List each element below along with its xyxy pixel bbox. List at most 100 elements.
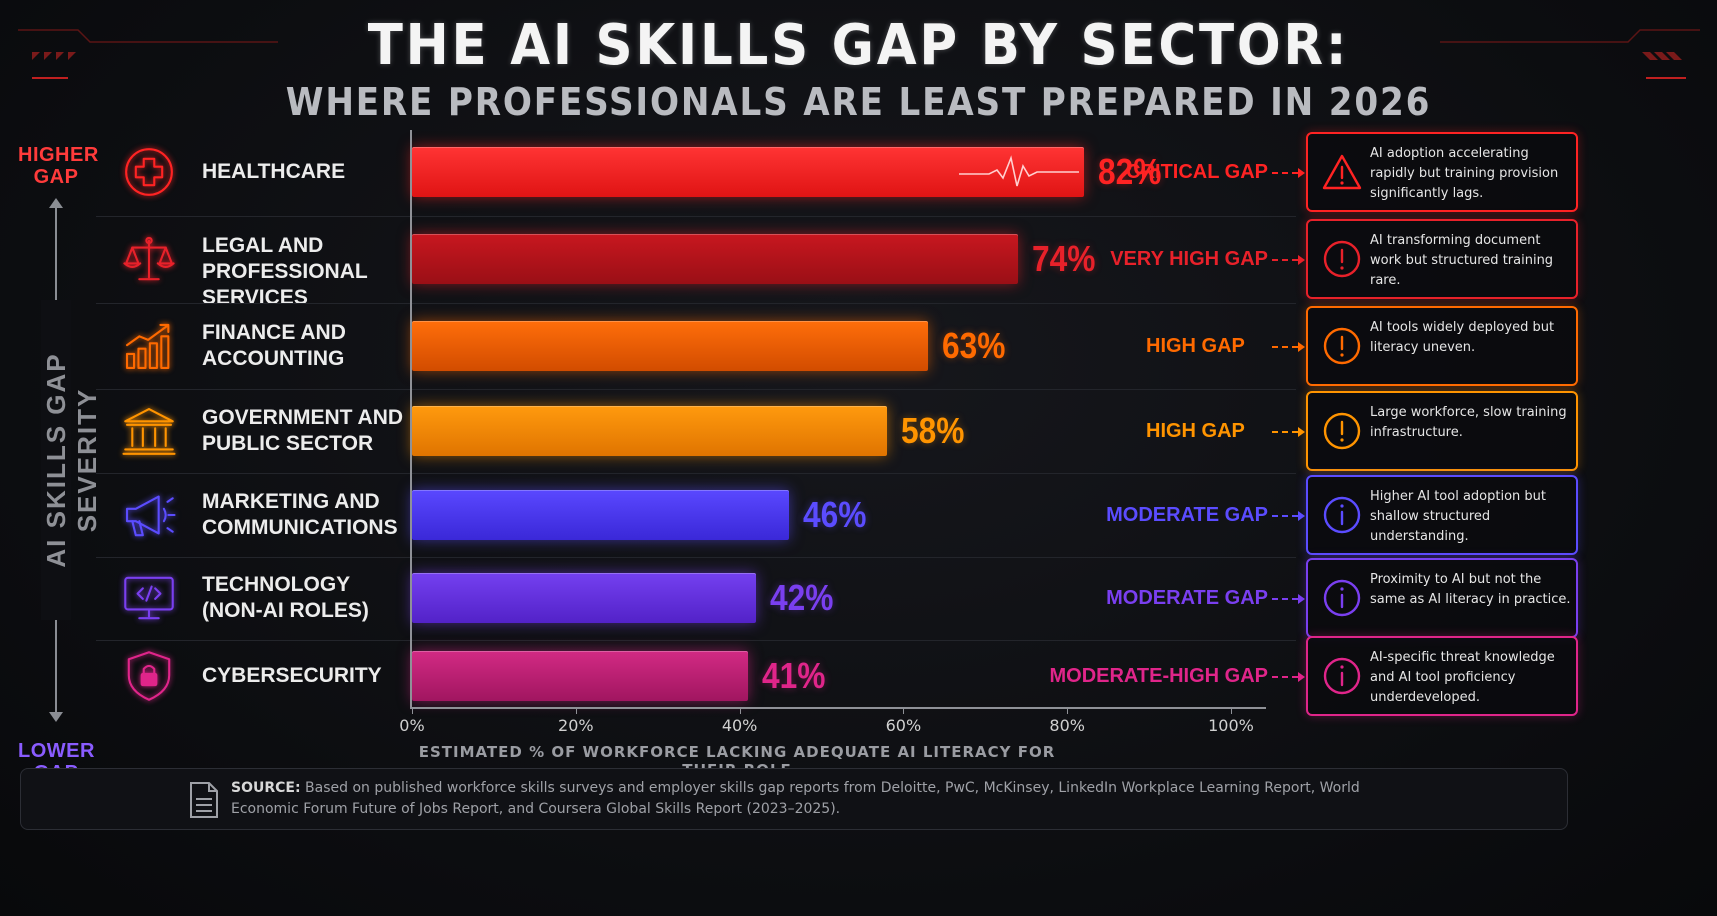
connector-line: [1272, 431, 1298, 433]
gap-severity-tag: HIGH GAP: [1146, 420, 1245, 442]
x-tick-label: 60%: [885, 716, 922, 735]
x-tick-mark: [575, 709, 577, 714]
x-tick-label: 20%: [558, 716, 594, 735]
government-building-icon: [122, 407, 176, 455]
shield-lock-icon: [127, 651, 171, 701]
info-circle-icon: [1323, 496, 1361, 534]
gap-severity-tag: CRITICAL GAP: [1126, 161, 1268, 183]
sector-label-line-2: ACCOUNTING: [202, 346, 345, 370]
sector-label: LEGAL AND PROFESSIONAL SERVICES: [202, 233, 422, 311]
connector-line: [1272, 676, 1298, 678]
y-axis-line: [410, 130, 412, 708]
note-callout: AI transforming document work but struct…: [1306, 219, 1578, 299]
connector-line: [1272, 515, 1298, 517]
x-tick-label: 80%: [1049, 716, 1085, 735]
bar-value-label: 41%: [761, 655, 826, 696]
sector-label: TECHNOLOGY (NON-AI ROLES): [202, 572, 422, 624]
note-text: AI tools widely deployed but literacy un…: [1370, 319, 1555, 355]
sector-label-line-1: MARKETING AND: [202, 490, 380, 513]
note-text: AI-specific threat knowledge and AI tool…: [1370, 650, 1555, 705]
sector-label-line-1: GOVERNMENT AND: [202, 406, 404, 429]
bar-value-label: 63%: [941, 324, 1006, 366]
note-text: Higher AI tool adoption but shallow stru…: [1370, 489, 1547, 544]
severity-axis-label: AI SKILLS GAP SEVERITY: [41, 300, 102, 620]
sector-label: GOVERNMENT AND PUBLIC SECTOR: [202, 405, 422, 457]
note-callout: Large workforce, slow training infrastru…: [1306, 391, 1578, 471]
bar-cybersecurity: [412, 651, 748, 701]
bar-value-label: 42%: [769, 577, 834, 618]
sector-label-line-2: PUBLIC SECTOR: [202, 432, 374, 455]
connector-arrow-icon: [1298, 427, 1305, 437]
growth-chart-icon: [125, 323, 170, 369]
connector-line: [1272, 172, 1298, 174]
connector-arrow-icon: [1298, 672, 1305, 682]
bar-value-label: 74%: [1032, 238, 1096, 279]
row-divider: [96, 473, 1296, 474]
row-divider: [96, 389, 1296, 390]
connector-arrow-icon: [1298, 168, 1305, 178]
bar-value-label: 58%: [901, 410, 965, 451]
row-divider: [96, 303, 1296, 304]
bar-value-label: 82%: [1097, 151, 1161, 192]
source-text: SOURCE: Based on published workforce ski…: [231, 778, 1371, 820]
x-tick-mark: [1067, 709, 1069, 714]
megaphone-icon: [125, 495, 176, 537]
arrow-up-icon: [49, 198, 63, 208]
x-tick-label: 0%: [399, 716, 425, 735]
scales-of-justice-icon: [123, 236, 175, 281]
gap-severity-tag: HIGH GAP: [1146, 334, 1245, 357]
bar-technology: [412, 573, 756, 623]
bar-healthcare: [412, 147, 1084, 197]
note-callout: Proximity to AI but not the same as AI l…: [1306, 558, 1578, 638]
note-text: AI adoption accelerating rapidly but tra…: [1370, 146, 1559, 201]
code-monitor-icon: [124, 576, 174, 620]
medical-cross-icon: [125, 148, 173, 196]
x-tick-mark: [412, 709, 413, 714]
source-body: Based on published workforce skills surv…: [231, 780, 1360, 817]
gap-severity-tag: MODERATE-HIGH GAP: [1049, 665, 1268, 687]
sector-label-line-1: TECHNOLOGY: [202, 573, 351, 596]
connector-arrow-icon: [1298, 255, 1305, 265]
header: THE AI SKILLS GAP BY SECTOR: WHERE PROFE…: [0, 13, 1717, 125]
gap-severity-tag: VERY HIGH GAP: [1110, 248, 1268, 270]
note-text: Large workforce, slow training infrastru…: [1370, 405, 1567, 440]
note-callout: AI tools widely deployed but literacy un…: [1306, 305, 1578, 386]
sector-label: CYBERSECURITY: [202, 663, 422, 689]
note-callout: AI adoption accelerating rapidly but tra…: [1306, 132, 1578, 212]
page-subtitle: WHERE PROFESSIONALS ARE LEAST PREPARED I…: [285, 80, 1432, 124]
note-callout: Higher AI tool adoption but shallow stru…: [1306, 475, 1578, 555]
sector-label-line-2: (NON-AI ROLES): [202, 599, 369, 622]
bar-government-and: [412, 406, 888, 456]
page-title: THE AI SKILLS GAP BY SECTOR:: [367, 13, 1350, 78]
sector-label-line-1: HEALTHCARE: [202, 160, 346, 183]
connector-line: [1272, 345, 1298, 348]
source-footer: SOURCE: Based on published workforce ski…: [20, 768, 1568, 830]
note-callout: AI-specific threat knowledge and AI tool…: [1306, 636, 1578, 716]
connector-arrow-icon: [1298, 594, 1305, 604]
note-text: AI transforming document work but struct…: [1370, 233, 1554, 288]
note-text: Proximity to AI but not the same as AI l…: [1370, 572, 1571, 607]
gap-severity-tag: MODERATE GAP: [1106, 504, 1268, 526]
exclamation-circle-icon: [1323, 412, 1361, 450]
connector-line: [1272, 598, 1298, 600]
info-circle-icon: [1323, 657, 1361, 695]
sector-label-line-2: COMMUNICATIONS: [202, 516, 398, 539]
sector-label-line-1: FINANCE AND: [202, 320, 346, 344]
corner-decoration-left: [18, 29, 278, 79]
bar-finance-and: [412, 320, 928, 371]
connector-arrow-icon: [1298, 341, 1305, 352]
sector-label-line-1: CYBERSECURITY: [202, 664, 382, 687]
x-tick-label: 100%: [1208, 716, 1254, 735]
heartbeat-line-icon: [958, 155, 1079, 187]
info-circle-icon: [1323, 579, 1361, 617]
bar-value-label: 46%: [802, 494, 867, 535]
exclamation-circle-icon: [1323, 240, 1361, 278]
bar-legal-and: [412, 234, 1019, 284]
row-divider: [96, 640, 1296, 641]
warning-triangle-icon: [1322, 154, 1362, 190]
document-icon: [190, 782, 218, 818]
higher-gap-label: HIGHER GAP: [18, 144, 99, 188]
x-tick-label: 40%: [721, 716, 758, 735]
arrow-down-icon: [49, 712, 63, 722]
